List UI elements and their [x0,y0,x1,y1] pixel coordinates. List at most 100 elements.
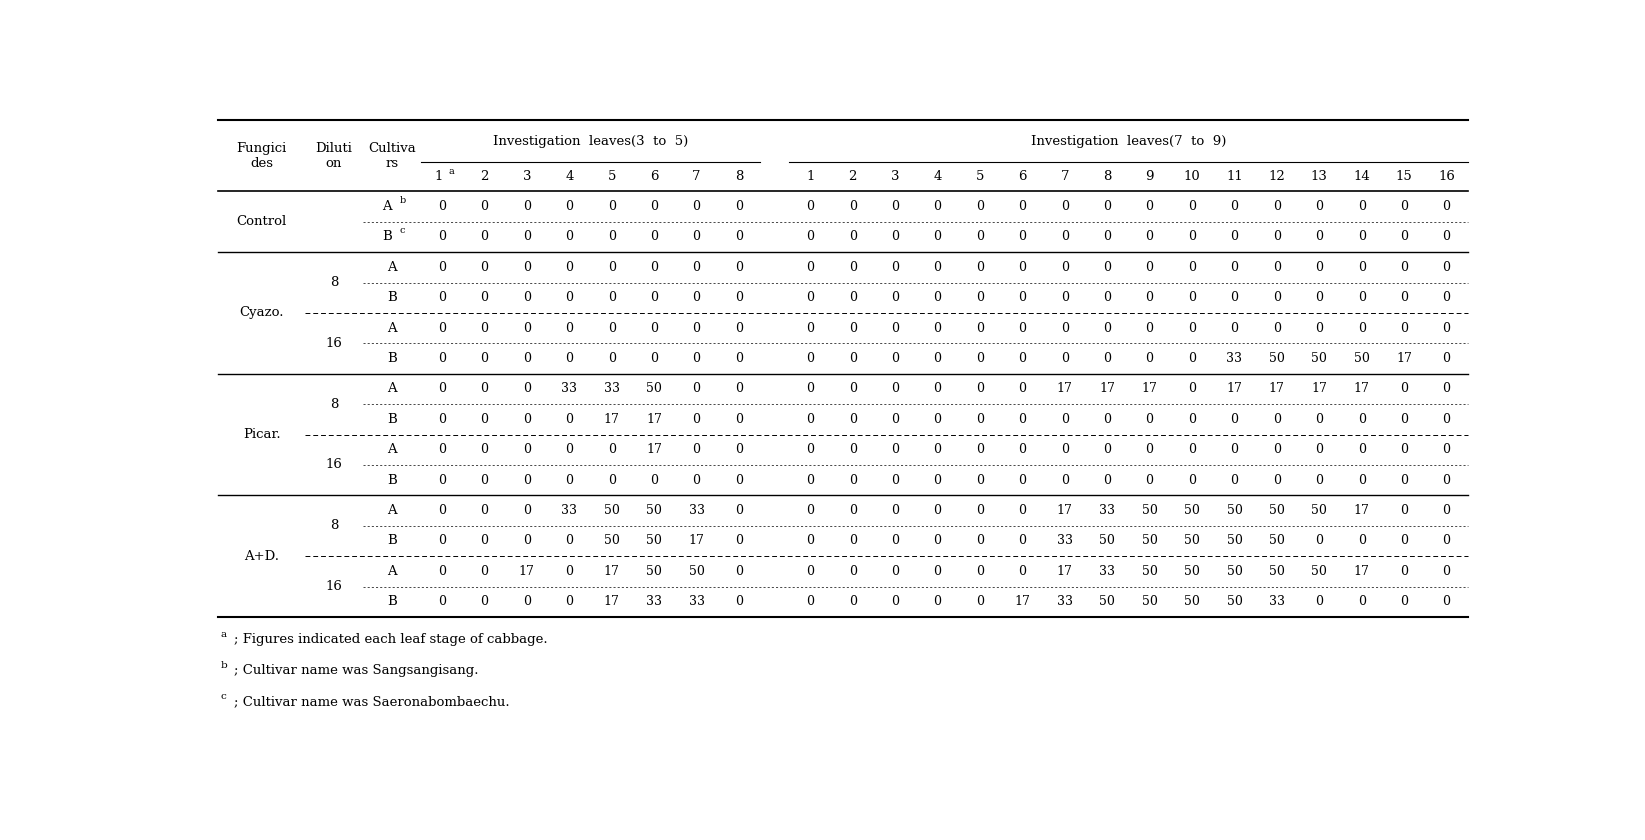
Text: 0: 0 [480,230,489,244]
Text: 0: 0 [806,564,814,578]
Text: 7: 7 [693,171,701,183]
Text: 0: 0 [892,291,900,304]
Text: b: b [400,196,406,205]
Text: 0: 0 [1443,291,1451,304]
Text: 0: 0 [933,504,941,517]
Text: 0: 0 [892,200,900,213]
Text: 0: 0 [735,444,744,456]
Text: 8: 8 [735,171,744,183]
Text: 0: 0 [650,474,658,486]
Text: 0: 0 [438,504,446,517]
Text: 17: 17 [604,412,620,426]
Text: 0: 0 [1400,444,1408,456]
Text: 0: 0 [735,504,744,517]
Text: 0: 0 [438,200,446,213]
Text: 0: 0 [1316,200,1323,213]
Text: 0: 0 [480,352,489,365]
Text: 0: 0 [438,596,446,608]
Text: 0: 0 [975,412,984,426]
Text: 0: 0 [693,382,701,396]
Text: 0: 0 [849,412,857,426]
Text: 0: 0 [892,564,900,578]
Text: 0: 0 [1357,261,1365,274]
Text: 0: 0 [607,474,615,486]
Text: 0: 0 [1400,322,1408,334]
Text: 0: 0 [566,261,572,274]
Text: 17: 17 [1354,504,1370,517]
Text: 16: 16 [326,459,342,471]
Text: 50: 50 [1142,596,1158,608]
Text: 0: 0 [806,596,814,608]
Text: 0: 0 [1061,444,1069,456]
Text: 33: 33 [604,382,620,396]
Text: 0: 0 [607,444,615,456]
Text: Control: Control [237,215,286,228]
Text: 6: 6 [650,171,658,183]
Text: 0: 0 [933,382,941,396]
Text: 0: 0 [1104,200,1112,213]
Text: B: B [387,291,396,304]
Text: 0: 0 [566,412,572,426]
Text: A: A [387,504,396,517]
Text: Fungici
des: Fungici des [237,142,286,170]
Text: 0: 0 [438,230,446,244]
Text: 0: 0 [1230,230,1239,244]
Text: 0: 0 [735,474,744,486]
Text: 0: 0 [735,352,744,365]
Text: 0: 0 [1104,352,1112,365]
Text: 50: 50 [1184,564,1199,578]
Text: 0: 0 [892,230,900,244]
Text: 0: 0 [849,261,857,274]
Text: 0: 0 [523,200,531,213]
Text: 10: 10 [1184,171,1201,183]
Text: 0: 0 [806,291,814,304]
Text: 17: 17 [604,596,620,608]
Text: 0: 0 [1357,596,1365,608]
Text: 0: 0 [849,564,857,578]
Text: 0: 0 [1018,230,1026,244]
Text: 0: 0 [1443,444,1451,456]
Text: 0: 0 [566,322,572,334]
Text: 0: 0 [1018,382,1026,396]
Text: 0: 0 [806,382,814,396]
Text: 0: 0 [480,444,489,456]
Text: 0: 0 [806,534,814,548]
Text: 8: 8 [331,276,339,289]
Text: 0: 0 [849,291,857,304]
Text: 0: 0 [1316,261,1323,274]
Text: 0: 0 [607,322,615,334]
Text: 0: 0 [1230,291,1239,304]
Text: 0: 0 [849,230,857,244]
Text: A: A [387,444,396,456]
Text: 0: 0 [1443,261,1451,274]
Text: 0: 0 [975,352,984,365]
Text: 0: 0 [975,444,984,456]
Text: 16: 16 [326,337,342,349]
Text: 3: 3 [523,171,531,183]
Text: 0: 0 [1018,444,1026,456]
Text: 0: 0 [1443,596,1451,608]
Text: A: A [382,200,392,213]
Text: 33: 33 [1227,352,1242,365]
Text: 0: 0 [1316,474,1323,486]
Text: 0: 0 [975,322,984,334]
Text: 0: 0 [693,200,701,213]
Text: 0: 0 [1400,382,1408,396]
Text: 0: 0 [1188,230,1196,244]
Text: 11: 11 [1226,171,1244,183]
Text: 0: 0 [1145,200,1153,213]
Text: 0: 0 [523,230,531,244]
Text: 50: 50 [1268,534,1285,548]
Text: 0: 0 [892,261,900,274]
Text: 0: 0 [1018,504,1026,517]
Text: 0: 0 [1443,352,1451,365]
Text: 17: 17 [1015,596,1030,608]
Text: Diluti
on: Diluti on [316,142,352,170]
Text: B: B [387,534,396,548]
Text: 0: 0 [438,352,446,365]
Text: 0: 0 [480,474,489,486]
Text: 0: 0 [523,261,531,274]
Text: 0: 0 [523,322,531,334]
Text: 0: 0 [933,564,941,578]
Text: a: a [449,167,454,176]
